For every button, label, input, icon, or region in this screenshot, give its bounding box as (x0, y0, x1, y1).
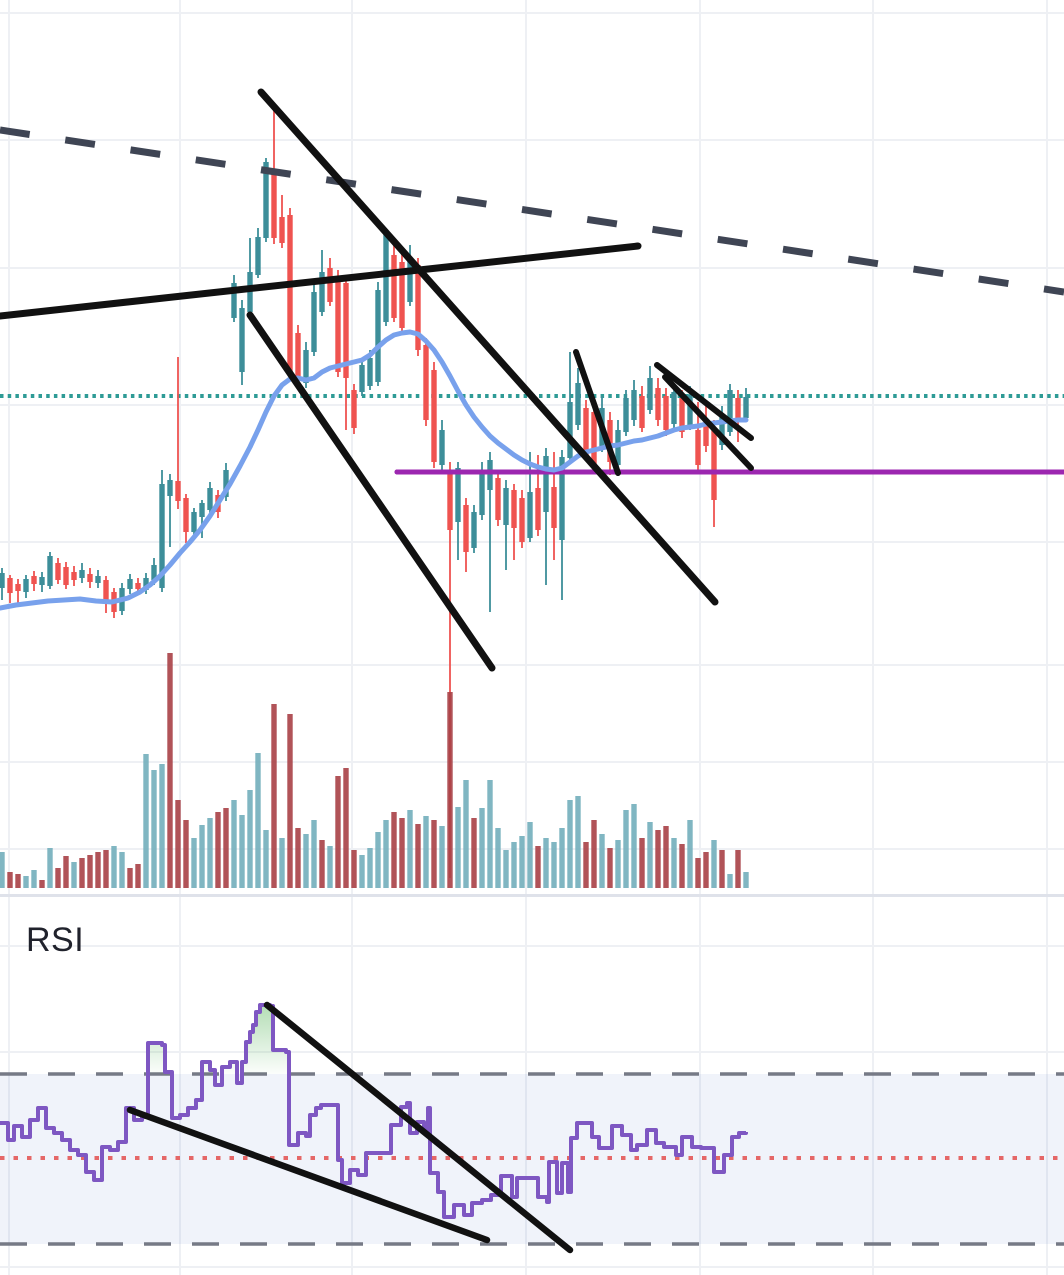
flag2-upper-line[interactable] (654, 362, 754, 441)
rsi-support-downtrend-line[interactable] (126, 1106, 491, 1244)
rsi-trendlines[interactable] (126, 1001, 574, 1254)
price-levels[interactable] (0, 394, 1064, 475)
rsi-indicator-label[interactable]: RSI (26, 921, 85, 959)
rising-resistance-line[interactable] (0, 242, 642, 320)
main-downtrend-line[interactable] (257, 88, 719, 606)
channel-lower-line[interactable] (246, 311, 496, 672)
pane-divider[interactable] (0, 894, 1064, 897)
rsi-peak-downtrend-line[interactable] (263, 1001, 574, 1254)
price-trendlines[interactable] (0, 88, 1064, 672)
flag2-lower-line[interactable] (662, 374, 754, 471)
volume-bars (0, 653, 749, 888)
moving-average-line[interactable] (0, 329, 749, 611)
rsi-line[interactable] (0, 1003, 748, 1219)
descending-dashed-trendline[interactable] (0, 126, 1064, 296)
candlesticks (0, 108, 749, 878)
flag1-upper-line[interactable] (573, 349, 621, 476)
rsi-overbought-fill (148, 1005, 289, 1074)
